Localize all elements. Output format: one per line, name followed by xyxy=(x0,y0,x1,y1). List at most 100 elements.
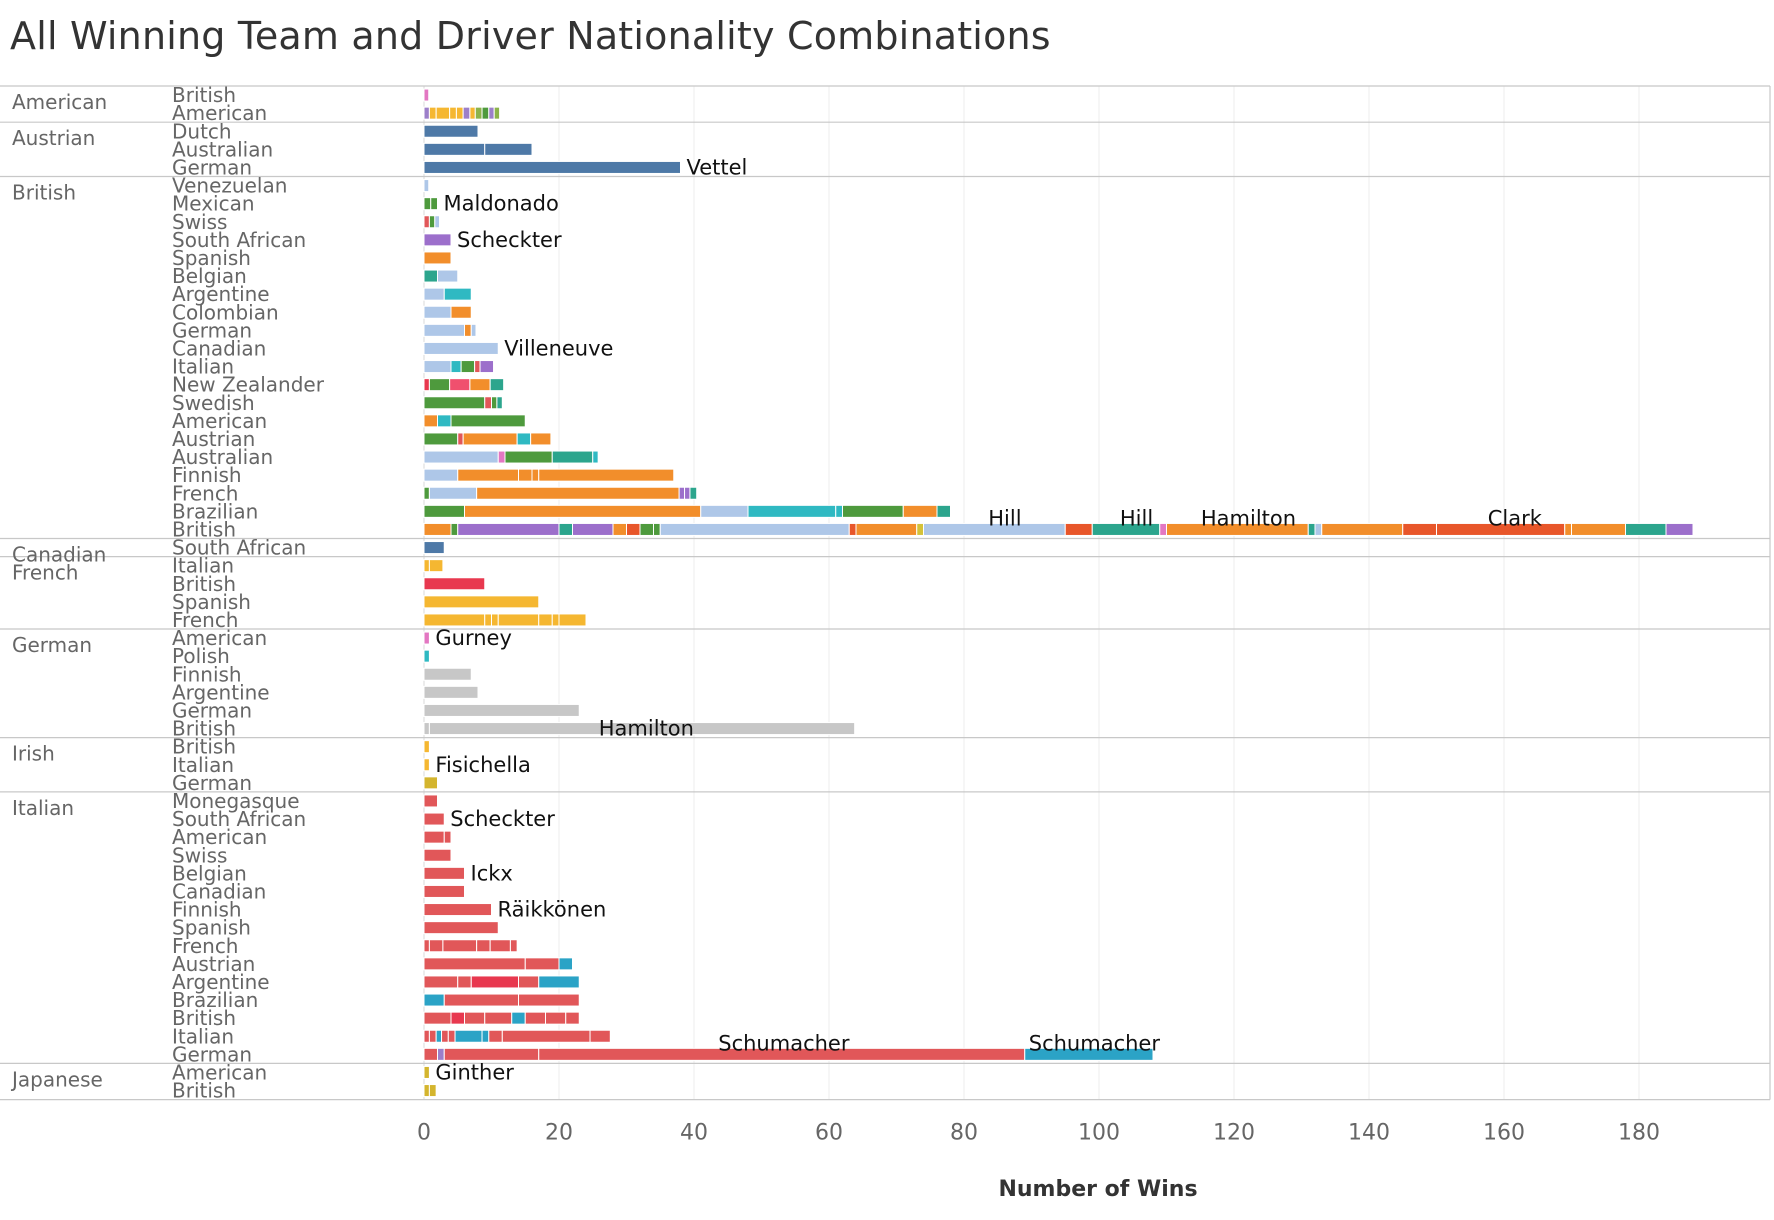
annotation-label: Schumacher xyxy=(718,1031,850,1055)
bar-segment xyxy=(423,486,430,500)
bar-segment xyxy=(423,396,486,410)
driver-label: Argentine xyxy=(172,680,270,704)
driver-label: Argentine xyxy=(172,282,270,306)
driver-label: Belgian xyxy=(172,264,247,288)
bar-segment xyxy=(491,613,499,627)
bar-segment xyxy=(464,504,702,518)
bar-segment xyxy=(449,378,471,392)
bar-segment xyxy=(524,1011,546,1025)
bar-segment xyxy=(524,957,560,971)
chart-frame xyxy=(0,85,1771,1101)
bar-segment xyxy=(441,1029,449,1043)
bar-segment xyxy=(423,124,479,138)
driver-label: South African xyxy=(172,536,306,560)
driver-label: Finnish xyxy=(172,662,242,686)
bar-segment xyxy=(423,179,430,193)
driver-label: Australian xyxy=(172,445,273,469)
bar-segment xyxy=(504,450,553,464)
annotation-label: Schumacher xyxy=(1029,1031,1161,1055)
driver-label: German xyxy=(172,771,252,795)
bar-segment xyxy=(443,287,472,301)
bar-segment xyxy=(1064,522,1093,536)
driver-label: Canadian xyxy=(172,879,266,903)
bar-segment xyxy=(423,287,445,301)
bar-segment xyxy=(428,106,437,120)
bar-segment xyxy=(423,740,430,754)
bar-segment xyxy=(902,504,938,518)
bar-segment xyxy=(428,486,478,500)
bar-segment xyxy=(423,830,445,844)
grid-lines xyxy=(423,86,1640,1100)
bar-segment xyxy=(842,504,904,518)
bar-segment xyxy=(464,323,472,337)
bar-segment xyxy=(423,848,452,862)
bar-segment xyxy=(423,559,430,573)
annotation-label: Hamilton xyxy=(599,717,694,741)
bar-segment xyxy=(700,504,749,518)
bar-segment xyxy=(428,559,444,573)
bar-segment xyxy=(423,432,459,446)
bar-segment xyxy=(423,685,479,699)
x-tick-label: 80 xyxy=(950,1121,978,1146)
bar-segment xyxy=(423,903,492,917)
annotation-label: Hill xyxy=(1120,506,1153,530)
bar-segment xyxy=(423,1011,452,1025)
x-tick-label: 40 xyxy=(680,1121,708,1146)
bar-segment xyxy=(1564,522,1572,536)
bar-segment xyxy=(454,1029,483,1043)
bar-segment xyxy=(434,215,441,229)
bar-segment xyxy=(450,360,462,374)
driver-label: Italian xyxy=(172,1024,234,1048)
x-axis-title: Number of Wins xyxy=(998,1177,1197,1202)
bar-segment xyxy=(428,722,856,736)
team-label: American xyxy=(12,90,107,114)
bar-segment xyxy=(423,595,540,609)
bar-segment xyxy=(423,1047,438,1061)
bar-segment xyxy=(516,432,532,446)
annotation-label: Clark xyxy=(1488,506,1543,530)
bar-segment xyxy=(450,305,472,319)
driver-label: Swiss xyxy=(172,843,227,867)
driver-label: South African xyxy=(172,228,306,252)
driver-label: Italian xyxy=(172,355,234,379)
bar-segment xyxy=(592,450,599,464)
bar-segment xyxy=(558,957,573,971)
bar-segment xyxy=(423,703,580,717)
bar-segment xyxy=(545,1011,567,1025)
bar-segment xyxy=(518,993,580,1007)
driver-label: Italian xyxy=(172,554,234,578)
driver-label: British xyxy=(172,735,236,759)
annotation-label: Hamilton xyxy=(1201,506,1296,530)
x-tick-label: 0 xyxy=(417,1121,431,1146)
bar-segment xyxy=(443,830,452,844)
bar-segment xyxy=(659,522,850,536)
bar-segment xyxy=(476,939,491,953)
driver-label: British xyxy=(172,83,236,107)
driver-label: Venezuelan xyxy=(172,174,287,198)
team-label: Canadian xyxy=(12,543,106,567)
annotation-label: Ginther xyxy=(435,1060,514,1084)
bar-segment xyxy=(493,106,501,120)
bar-segment xyxy=(450,522,459,536)
team-label: Japanese xyxy=(10,1067,103,1091)
bar-segment xyxy=(509,939,518,953)
bar-segment xyxy=(437,414,452,428)
bar-segment xyxy=(443,993,519,1007)
bar-segment xyxy=(423,504,465,518)
bar-segment xyxy=(423,269,438,283)
bar-segment xyxy=(423,722,430,736)
bar-segment xyxy=(565,1011,580,1025)
driver-label: Brazilian xyxy=(172,988,258,1012)
bar-segment xyxy=(518,975,540,989)
bar-segment xyxy=(423,305,452,319)
driver-label: British xyxy=(172,1079,236,1103)
x-tick-label: 20 xyxy=(545,1121,573,1146)
bar-segment xyxy=(450,414,526,428)
bar-segment xyxy=(437,1047,445,1061)
bar-segment xyxy=(437,269,459,283)
bar-segment xyxy=(538,468,675,482)
bar-segment xyxy=(476,486,680,500)
driver-label: Austrian xyxy=(172,427,255,451)
x-tick-label: 120 xyxy=(1213,1121,1255,1146)
bar-segment xyxy=(1625,522,1667,536)
